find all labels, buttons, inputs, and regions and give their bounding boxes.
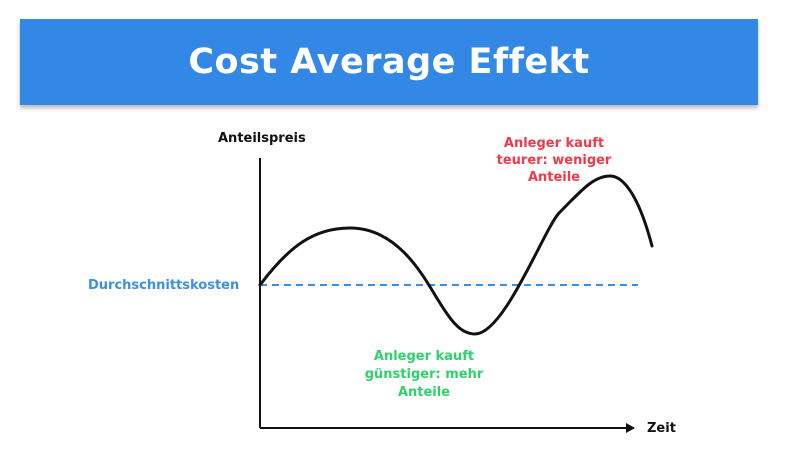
cheap-annotation-line-1: Anleger kauft [374, 349, 474, 364]
cheap-annotation-line-2: günstiger: mehr [365, 367, 484, 382]
price-curve [258, 174, 654, 336]
chart-title: Cost Average Effekt [188, 42, 590, 82]
y-axis-label: Anteilspreis [218, 131, 306, 146]
expensive-annotation-line-3: Anteile [528, 170, 580, 185]
cheap-annotation-line-3: Anteile [398, 385, 450, 400]
x-axis-label: Zeit [647, 421, 676, 436]
expensive-annotation-line-1: Anleger kauft [504, 136, 604, 151]
average-cost-label: Durchschnittskosten [88, 278, 239, 293]
title-banner: Cost Average Effekt [20, 19, 758, 105]
expensive-annotation-line-2: teurer: weniger [497, 153, 612, 168]
